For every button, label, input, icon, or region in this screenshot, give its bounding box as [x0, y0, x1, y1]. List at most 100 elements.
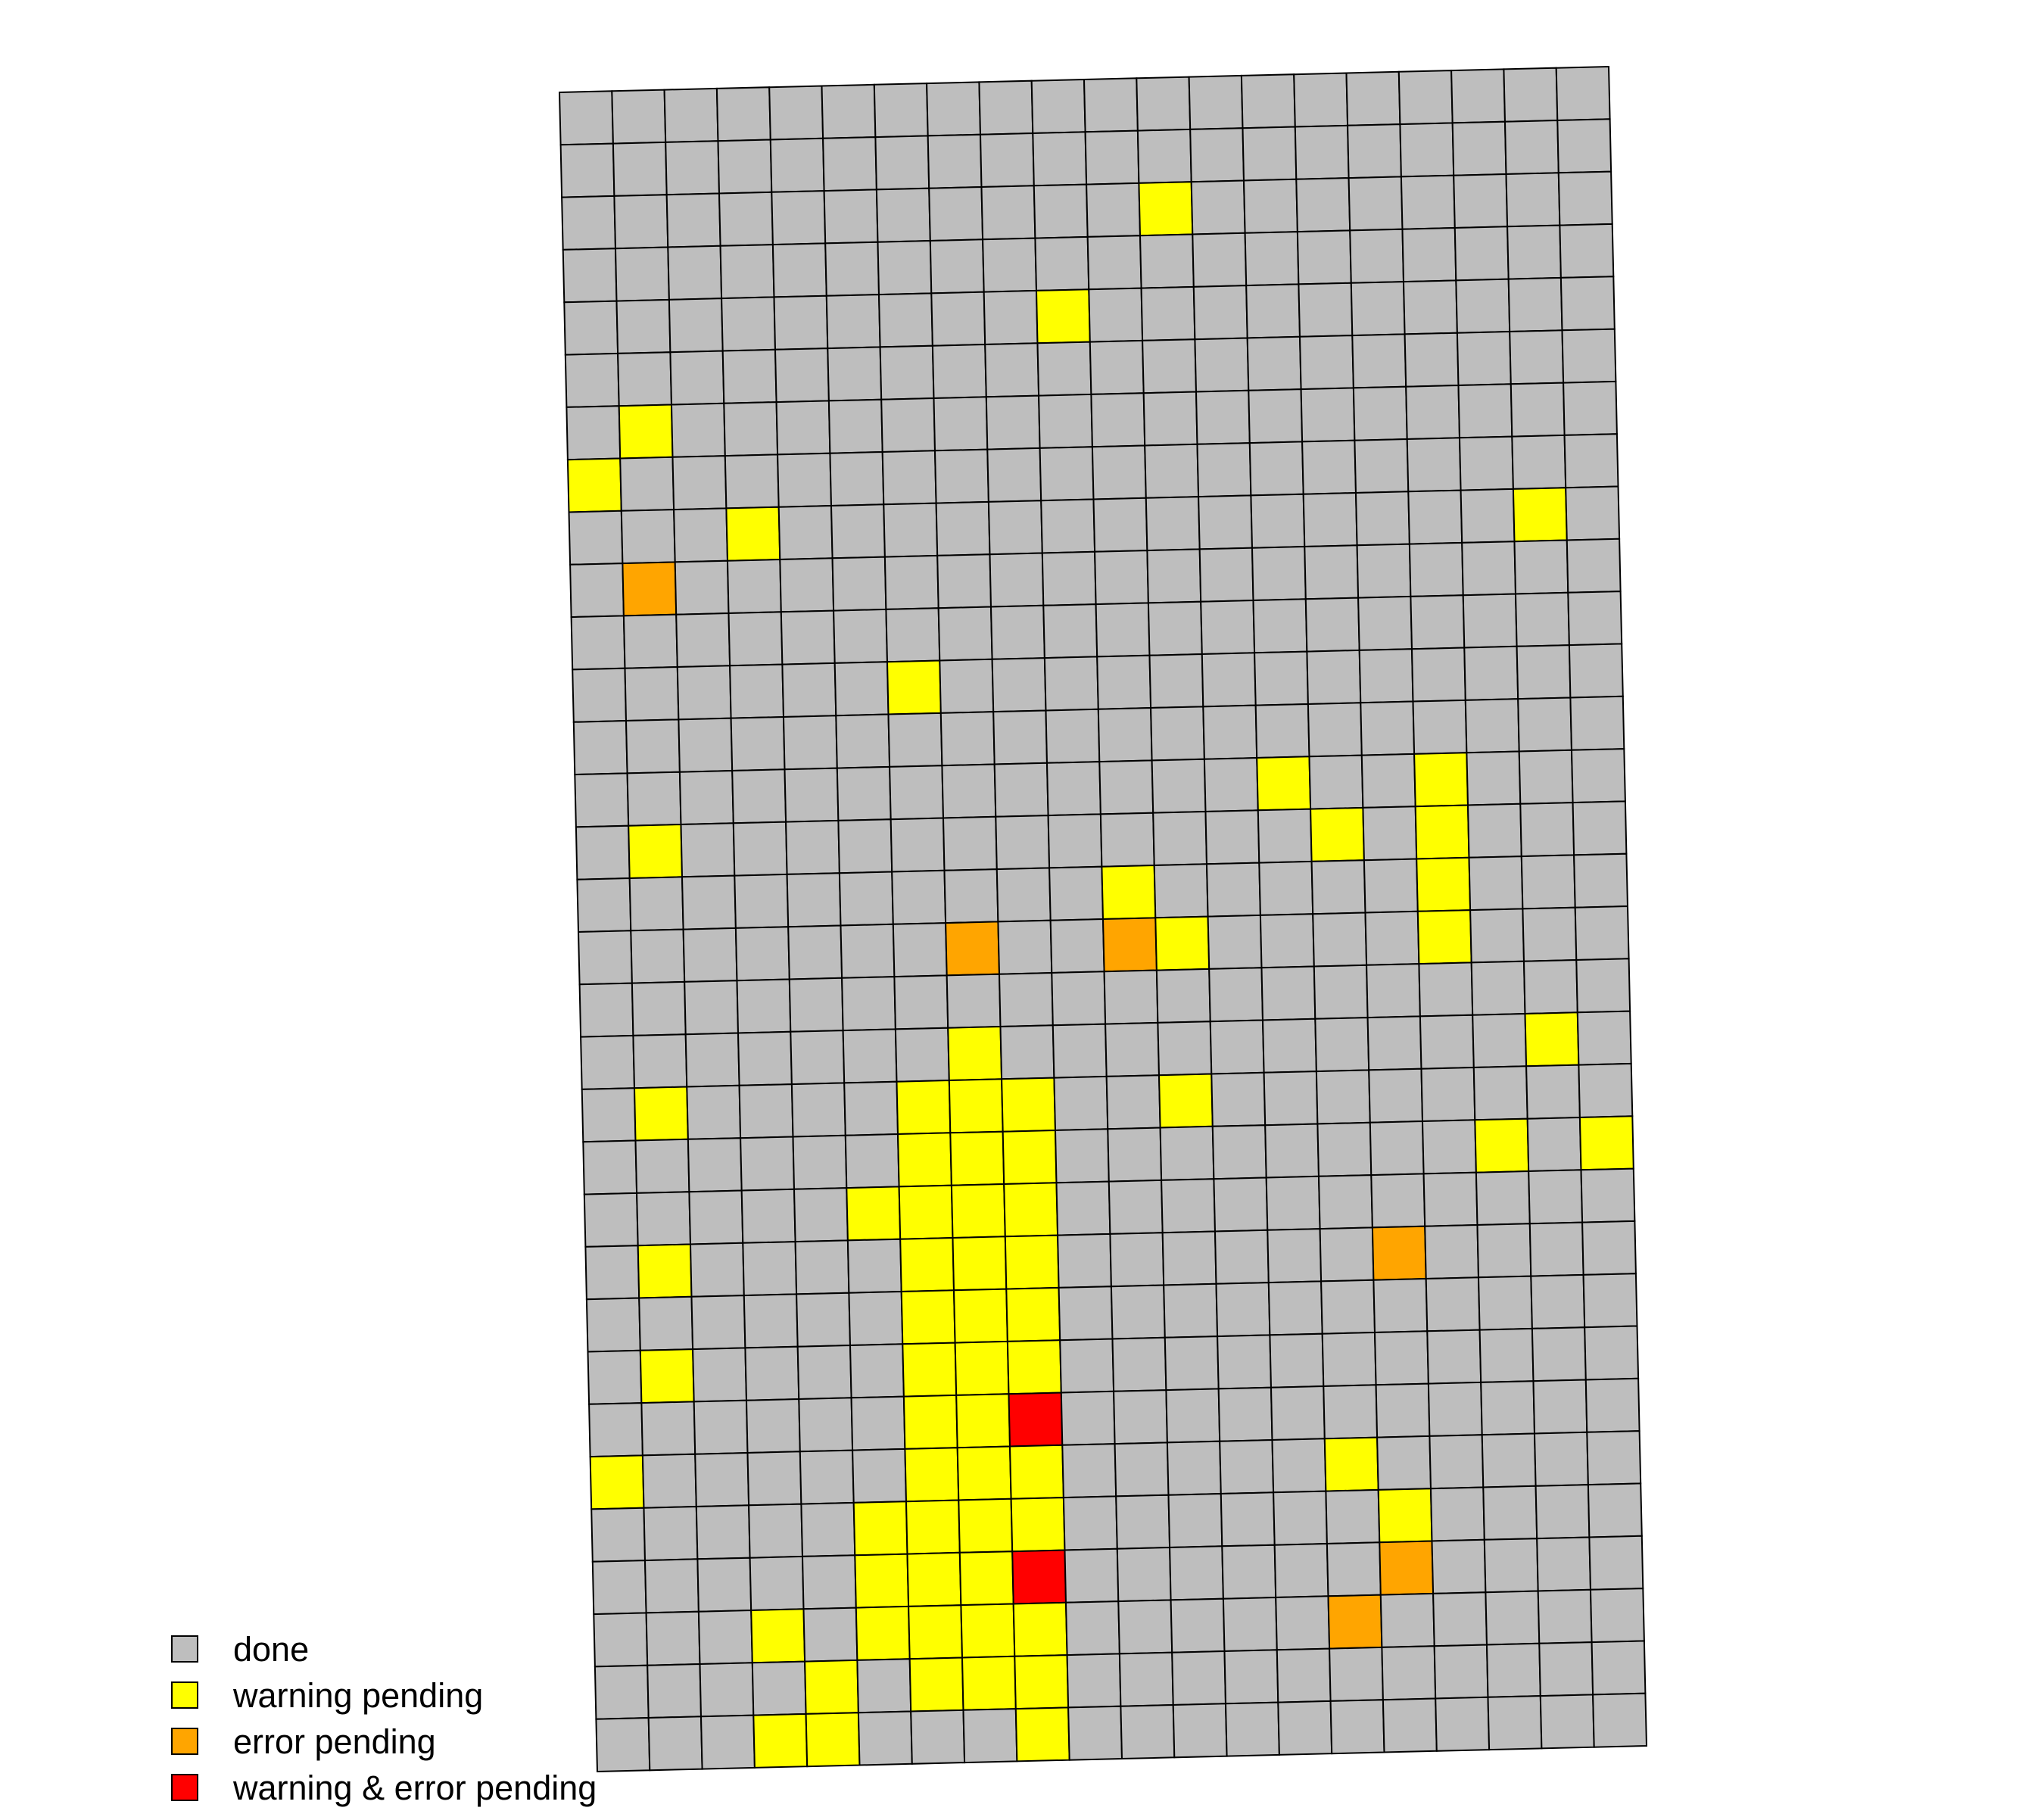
grid-cell-done	[566, 405, 622, 461]
grid-cell-warning	[752, 1713, 809, 1769]
grid-cell-warning	[896, 1132, 952, 1188]
grid-cell-done	[617, 351, 673, 407]
grid-cell-done	[801, 1554, 857, 1610]
grid-cell-done	[991, 657, 1047, 713]
grid-cell-done	[1315, 1069, 1371, 1125]
grid-cell-done	[883, 502, 939, 558]
grid-cell-warning	[1154, 915, 1211, 971]
grid-cell-done	[777, 504, 833, 561]
grid-cell-done	[1537, 1588, 1593, 1644]
grid-cell-done	[1313, 964, 1369, 1020]
grid-cell-done	[1092, 497, 1148, 553]
grid-cell-done	[857, 1710, 913, 1766]
grid-cell-warning	[805, 1712, 861, 1768]
legend-swatch-done	[171, 1635, 198, 1663]
grid-cell-done	[737, 1030, 793, 1086]
grid-cell-done	[1032, 131, 1088, 187]
grid-cell-done	[638, 1295, 694, 1351]
grid-cell-done	[1161, 1230, 1217, 1286]
grid-cell-done	[731, 768, 787, 824]
grid-cell-done	[734, 873, 790, 929]
grid-cell-done	[1222, 1596, 1278, 1653]
grid-cell-done	[1569, 695, 1625, 751]
grid-cell-done	[1099, 812, 1155, 868]
grid-cell-done	[695, 1504, 751, 1560]
grid-cell-done	[1539, 1694, 1595, 1750]
grid-cell-done	[1244, 231, 1300, 287]
grid-cell-done	[1041, 550, 1097, 606]
grid-cell-done	[1563, 380, 1618, 436]
grid-cell-done	[779, 557, 835, 613]
grid-cell-done	[559, 142, 615, 198]
grid-cell-done	[1095, 602, 1151, 658]
grid-cell-done	[734, 926, 790, 982]
grid-cell-done	[1277, 1700, 1333, 1756]
grid-cell-warning	[725, 506, 781, 562]
grid-cell-done	[1454, 226, 1510, 282]
grid-cell-warning	[1035, 288, 1091, 344]
grid-cell-done	[1469, 908, 1525, 964]
grid-cell-done	[632, 1033, 688, 1089]
grid-cell-done	[1326, 1541, 1382, 1597]
grid-cell-done	[1120, 1703, 1176, 1760]
grid-cell-done	[1045, 761, 1101, 817]
grid-cell-done	[877, 292, 933, 348]
grid-cell-done	[1109, 1232, 1165, 1288]
grid-cell-warning	[886, 659, 942, 715]
grid-cell-done	[593, 1612, 649, 1668]
grid-cell-error	[1371, 1225, 1427, 1281]
grid-cell-warning	[947, 1025, 1003, 1082]
grid-cell-done	[730, 715, 786, 772]
grid-cell-done	[796, 1292, 852, 1348]
grid-cell-done	[1528, 1169, 1584, 1225]
grid-cell-done	[1103, 969, 1159, 1025]
grid-cell-warning	[961, 1655, 1017, 1711]
grid-cell-done	[697, 1609, 753, 1666]
grid-cell-done	[883, 554, 939, 610]
grid-cell-done	[732, 821, 788, 877]
grid-cell-done	[1379, 1592, 1435, 1648]
grid-cell-done	[726, 558, 782, 615]
grid-cell-done	[1397, 70, 1454, 126]
grid-cell-done	[630, 928, 686, 984]
grid-cell-done	[1258, 860, 1314, 916]
grid-cell-done	[671, 455, 728, 511]
grid-cell-done	[1533, 1431, 1589, 1487]
grid-cell-done	[744, 1345, 800, 1401]
grid-cell-done	[1347, 123, 1402, 179]
grid-cell-done	[1510, 382, 1566, 438]
grid-cell-done	[682, 927, 738, 983]
grid-cell-done	[792, 1134, 848, 1190]
grid-cell-done	[840, 923, 896, 979]
grid-cell-done	[1536, 1536, 1592, 1592]
grid-cell-done	[723, 401, 779, 457]
grid-cell-done	[1513, 539, 1569, 595]
grid-cell-done	[852, 1448, 908, 1504]
grid-cell-done	[874, 135, 930, 191]
grid-cell-done	[636, 1191, 692, 1247]
grid-cell-done	[669, 350, 725, 406]
grid-cell-done	[1036, 341, 1092, 397]
grid-cell-done	[1200, 599, 1256, 656]
grid-cell-done	[749, 1555, 805, 1612]
grid-cell-done	[590, 1507, 647, 1563]
grid-cell-warning	[1416, 856, 1472, 912]
grid-cell-done	[745, 1398, 801, 1454]
grid-cell-done	[833, 608, 889, 664]
grid-cell-done	[1150, 706, 1205, 762]
grid-cell-done	[678, 717, 734, 773]
grid-cell-done	[583, 1192, 639, 1248]
grid-cell-done	[1136, 128, 1192, 184]
grid-cell-done	[1051, 971, 1107, 1027]
grid-cell-done	[570, 615, 626, 671]
grid-cell-done	[980, 185, 1036, 241]
grid-cell-done	[1164, 1335, 1220, 1392]
grid-cell-done	[1098, 759, 1154, 815]
grid-cell-done	[1195, 389, 1251, 445]
grid-cell-done	[582, 1139, 638, 1195]
grid-cell-done	[622, 613, 678, 669]
grid-cell-done	[1224, 1701, 1280, 1757]
grid-cell-done	[1503, 119, 1559, 176]
grid-cell-done	[1514, 591, 1570, 647]
grid-cell-done	[1424, 1223, 1480, 1280]
